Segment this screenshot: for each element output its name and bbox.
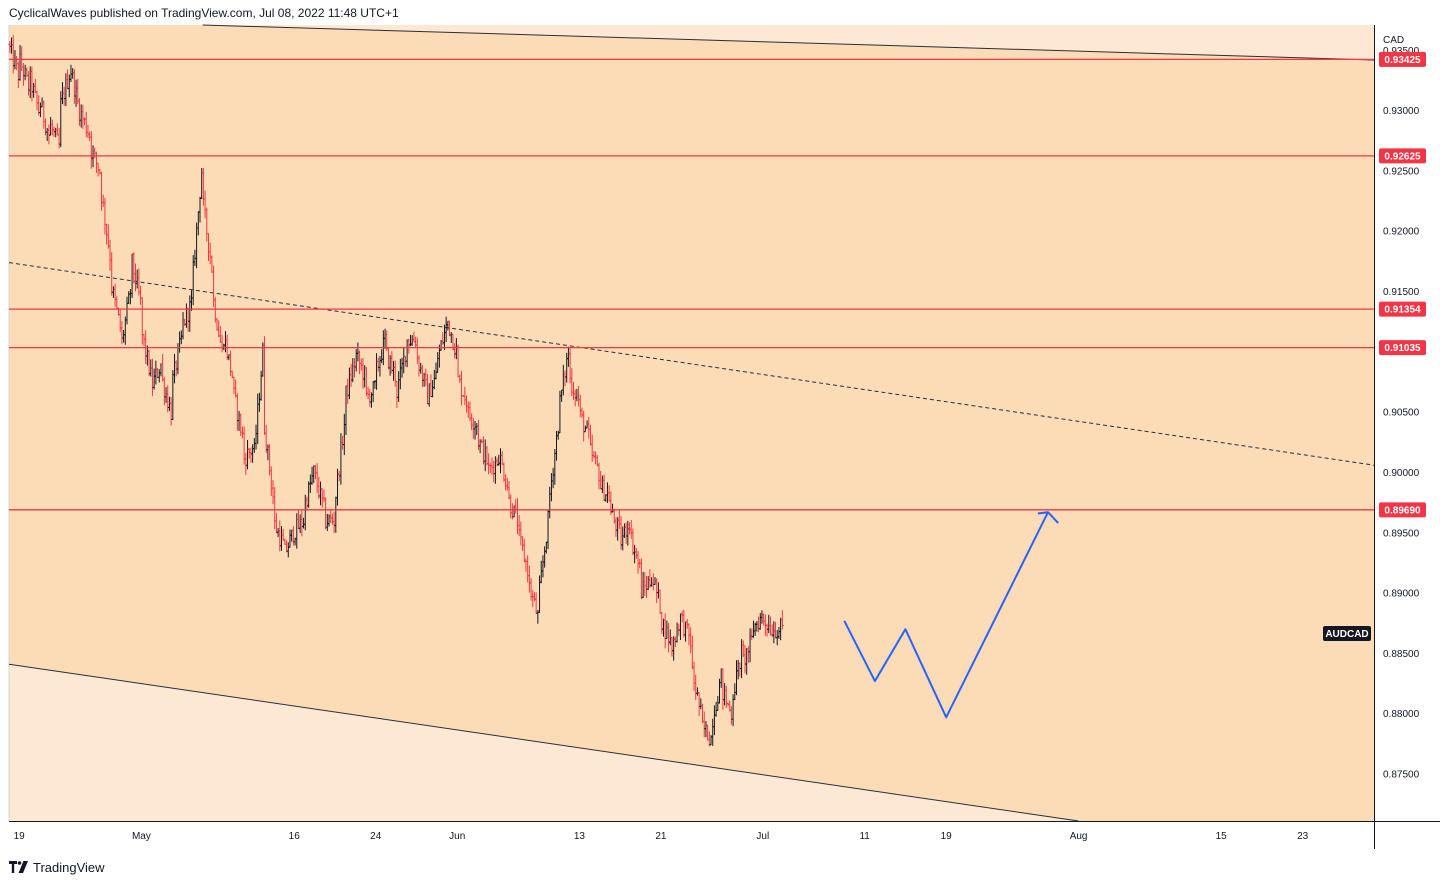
price-tick-label: 0.93500 bbox=[1383, 46, 1420, 57]
ohlc-bars bbox=[8, 35, 784, 747]
channel-upper-line bbox=[202, 24, 1375, 61]
svg-text:0.91035: 0.91035 bbox=[1384, 343, 1421, 354]
level-price-label: 0.91035 bbox=[1379, 340, 1426, 356]
level-price-label: 0.93425 bbox=[1379, 51, 1426, 67]
symbol-label-bg bbox=[1323, 626, 1371, 641]
currency-label: CAD bbox=[1383, 35, 1404, 46]
time-tick-label: May bbox=[132, 831, 151, 842]
svg-text:0.91354: 0.91354 bbox=[1384, 305, 1421, 316]
tradingview-logo-icon bbox=[9, 861, 28, 873]
price-tick-label: 0.92500 bbox=[1383, 166, 1420, 177]
svg-text:0.92625: 0.92625 bbox=[1384, 151, 1421, 162]
price-axis[interactable]: CAD 0.87500 0.88000 0.88500 0.89000 0.89500 0… bbox=[1383, 35, 1420, 780]
time-tick-label: 19 bbox=[941, 831, 953, 842]
projection-arrowhead bbox=[1037, 511, 1059, 524]
time-tick-label: Jun bbox=[449, 831, 465, 842]
trendlines bbox=[8, 24, 1375, 822]
ohlc-bar bbox=[780, 610, 784, 630]
publish-info: CyclicalWaves published on TradingView.c… bbox=[9, 6, 399, 20]
price-tick-label: 0.93000 bbox=[1383, 106, 1420, 117]
price-tick-label: 0.88500 bbox=[1383, 649, 1420, 660]
level-price-label: 0.91354 bbox=[1379, 301, 1426, 317]
level-price-label: 0.89690 bbox=[1379, 502, 1426, 518]
symbol-label-text: AUDCAD bbox=[1325, 629, 1368, 640]
price-tick-label: 0.89000 bbox=[1383, 589, 1420, 600]
price-labels: AUDCAD 0.93425 0.92625 0.91354 0.91035 0.896… bbox=[1323, 51, 1426, 641]
svg-text:0.93425: 0.93425 bbox=[1384, 55, 1421, 66]
time-tick-label: 19 bbox=[14, 831, 26, 842]
channel-midline bbox=[8, 262, 1375, 466]
projection-path bbox=[843, 511, 1059, 719]
time-tick-label: 15 bbox=[1216, 831, 1228, 842]
time-axis[interactable]: 19 May 16 24 Jun 13 21 Jul 11 19 Aug 15 23 bbox=[14, 831, 1309, 842]
time-tick-label: 21 bbox=[655, 831, 667, 842]
chart-borders bbox=[8, 25, 1440, 849]
projection-zigzag bbox=[843, 511, 1049, 719]
chart-background bbox=[9, 25, 1374, 821]
footer: TradingView bbox=[9, 858, 105, 876]
price-tick-label: 0.89500 bbox=[1383, 528, 1420, 539]
time-tick-label: Aug bbox=[1070, 831, 1088, 842]
horizontal-levels bbox=[9, 58, 1374, 511]
price-tick-label: 0.90500 bbox=[1383, 408, 1420, 419]
price-tick-label: 0.88000 bbox=[1383, 709, 1420, 720]
symbol-label: AUDCAD bbox=[1323, 626, 1371, 641]
tradingview-brand: TradingView bbox=[33, 859, 105, 875]
price-tick-label: 0.90000 bbox=[1383, 468, 1420, 479]
time-tick-label: 24 bbox=[370, 831, 382, 842]
time-tick-label: Jul bbox=[756, 831, 769, 842]
time-tick-label: 16 bbox=[289, 831, 301, 842]
price-tick-label: 0.92000 bbox=[1383, 227, 1420, 238]
level-price-label: 0.92625 bbox=[1379, 148, 1426, 164]
channel-lower-line bbox=[8, 663, 1079, 822]
channel-fill bbox=[9, 25, 1374, 821]
time-tick-label: 13 bbox=[574, 831, 586, 842]
time-tick-label: 11 bbox=[859, 831, 870, 842]
price-tick-label: 0.91500 bbox=[1383, 287, 1420, 298]
time-tick-label: 23 bbox=[1297, 831, 1309, 842]
svg-text:0.89690: 0.89690 bbox=[1384, 505, 1421, 516]
price-tick-label: 0.87500 bbox=[1383, 769, 1420, 780]
